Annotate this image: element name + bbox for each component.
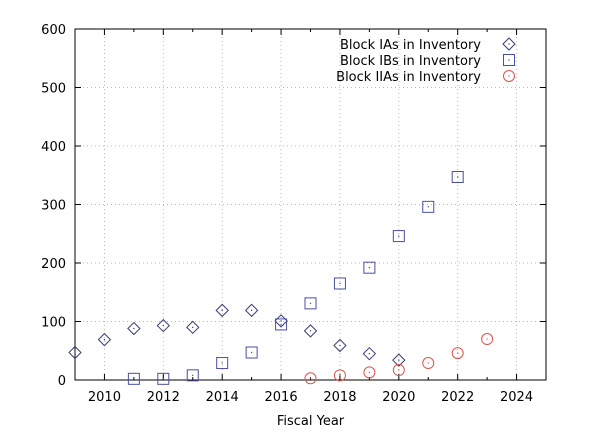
data-point-diamond-center: [398, 359, 400, 361]
data-point-square-center: [339, 282, 341, 285]
data-point-square: [216, 357, 229, 370]
data-point-square-center: [456, 176, 459, 178]
y-tick-label: 500: [41, 82, 66, 97]
y-tick-label: 300: [41, 199, 66, 214]
data-point-square-center: [368, 266, 371, 269]
legend-label: Block IIAs in Inventory: [336, 70, 481, 85]
y-tick-label: 600: [41, 23, 66, 38]
data-point-diamond-center: [221, 309, 223, 312]
data-point-circle: [333, 369, 346, 382]
data-point-diamond: [97, 332, 112, 347]
data-point-square: [275, 318, 288, 331]
legend-marker-square-center: [508, 59, 510, 61]
data-point-diamond-center: [339, 344, 341, 347]
data-point-square: [245, 346, 258, 359]
data-point-square: [304, 297, 317, 310]
data-point-square: [422, 200, 435, 213]
data-point-circle: [363, 366, 376, 379]
data-point-circle-center: [456, 352, 459, 354]
data-point-square: [451, 171, 464, 184]
data-point-circle: [481, 333, 494, 346]
data-point-diamond-center: [280, 320, 282, 322]
y-tick-label: 0: [58, 374, 66, 389]
data-point-square: [186, 369, 199, 382]
data-point-square-center: [162, 378, 165, 380]
data-point-diamond: [127, 321, 141, 336]
legend-marker-square: [503, 54, 515, 66]
data-point-square-center: [398, 235, 400, 237]
data-point-diamond: [333, 338, 347, 353]
data-point-circle-center: [427, 362, 429, 364]
y-tick-label: 400: [41, 140, 66, 155]
data-point-diamond-center: [133, 327, 135, 330]
data-point-diamond-center: [309, 330, 312, 332]
data-point-square-center: [221, 362, 223, 364]
data-point-square-center: [250, 351, 253, 354]
data-point-circle: [422, 357, 435, 370]
x-tick-label: 2022: [441, 390, 474, 405]
data-point-diamond: [392, 353, 406, 367]
data-point-diamond: [215, 303, 229, 318]
data-point-square-center: [133, 378, 135, 380]
data-point-diamond: [68, 345, 82, 360]
x-tick-label: 2010: [88, 390, 121, 405]
data-point-diamond: [303, 324, 318, 338]
data-point-diamond-center: [368, 352, 371, 355]
data-point-circle: [392, 364, 405, 377]
data-point-square-center: [309, 302, 312, 305]
data-series: [68, 171, 494, 385]
x-tick-label: 2016: [265, 390, 298, 405]
data-point-square: [333, 277, 346, 290]
data-point-diamond: [244, 303, 259, 318]
data-point-square-center: [280, 323, 282, 326]
data-point-diamond-center: [162, 324, 165, 327]
data-point-circle: [304, 372, 317, 385]
data-point-circle-center: [486, 338, 488, 340]
data-point-circle-center: [309, 377, 312, 379]
data-point-diamond: [362, 346, 377, 361]
x-tick-label: 2012: [147, 390, 180, 405]
legend-marker-diamond: [502, 37, 516, 51]
data-point-diamond: [186, 320, 200, 335]
x-tick-label: 2024: [500, 390, 533, 405]
y-tick-label: 100: [41, 316, 66, 331]
data-point-diamond-center: [192, 326, 194, 329]
legend-marker-circle-center: [508, 75, 510, 77]
x-axis-title: Fiscal Year: [277, 414, 345, 429]
data-point-square: [127, 372, 140, 385]
data-point-circle-center: [398, 369, 400, 371]
data-point-square: [363, 261, 376, 274]
data-point-diamond-center: [103, 338, 106, 341]
data-point-diamond-center: [250, 309, 253, 312]
data-point-circle: [451, 347, 464, 360]
series-circle: [304, 333, 494, 385]
data-point-square-center: [427, 206, 429, 208]
y-tick-label: 200: [41, 257, 66, 272]
data-point-square-center: [192, 374, 194, 377]
data-point-circle-center: [368, 371, 371, 374]
x-tick-label: 2020: [382, 390, 415, 405]
legend-label: Block IBs in Inventory: [340, 54, 481, 69]
data-point-square: [157, 372, 170, 385]
series-diamond: [68, 303, 406, 367]
series-square: [127, 171, 464, 385]
data-point-circle-center: [339, 374, 341, 377]
legend-marker-diamond-center: [508, 43, 510, 45]
legend-marker-circle: [503, 70, 515, 82]
axis-ticks: 2010 2012 2014 2016 2018 2020 2022 2024 0 100 200 3…: [41, 23, 546, 405]
data-point-diamond-center: [74, 351, 76, 354]
data-point-diamond: [156, 318, 171, 333]
legend-label: Block IAs in Inventory: [340, 38, 481, 53]
x-tick-label: 2018: [323, 390, 356, 405]
data-point-square: [392, 230, 405, 243]
x-tick-label: 2014: [206, 390, 239, 405]
